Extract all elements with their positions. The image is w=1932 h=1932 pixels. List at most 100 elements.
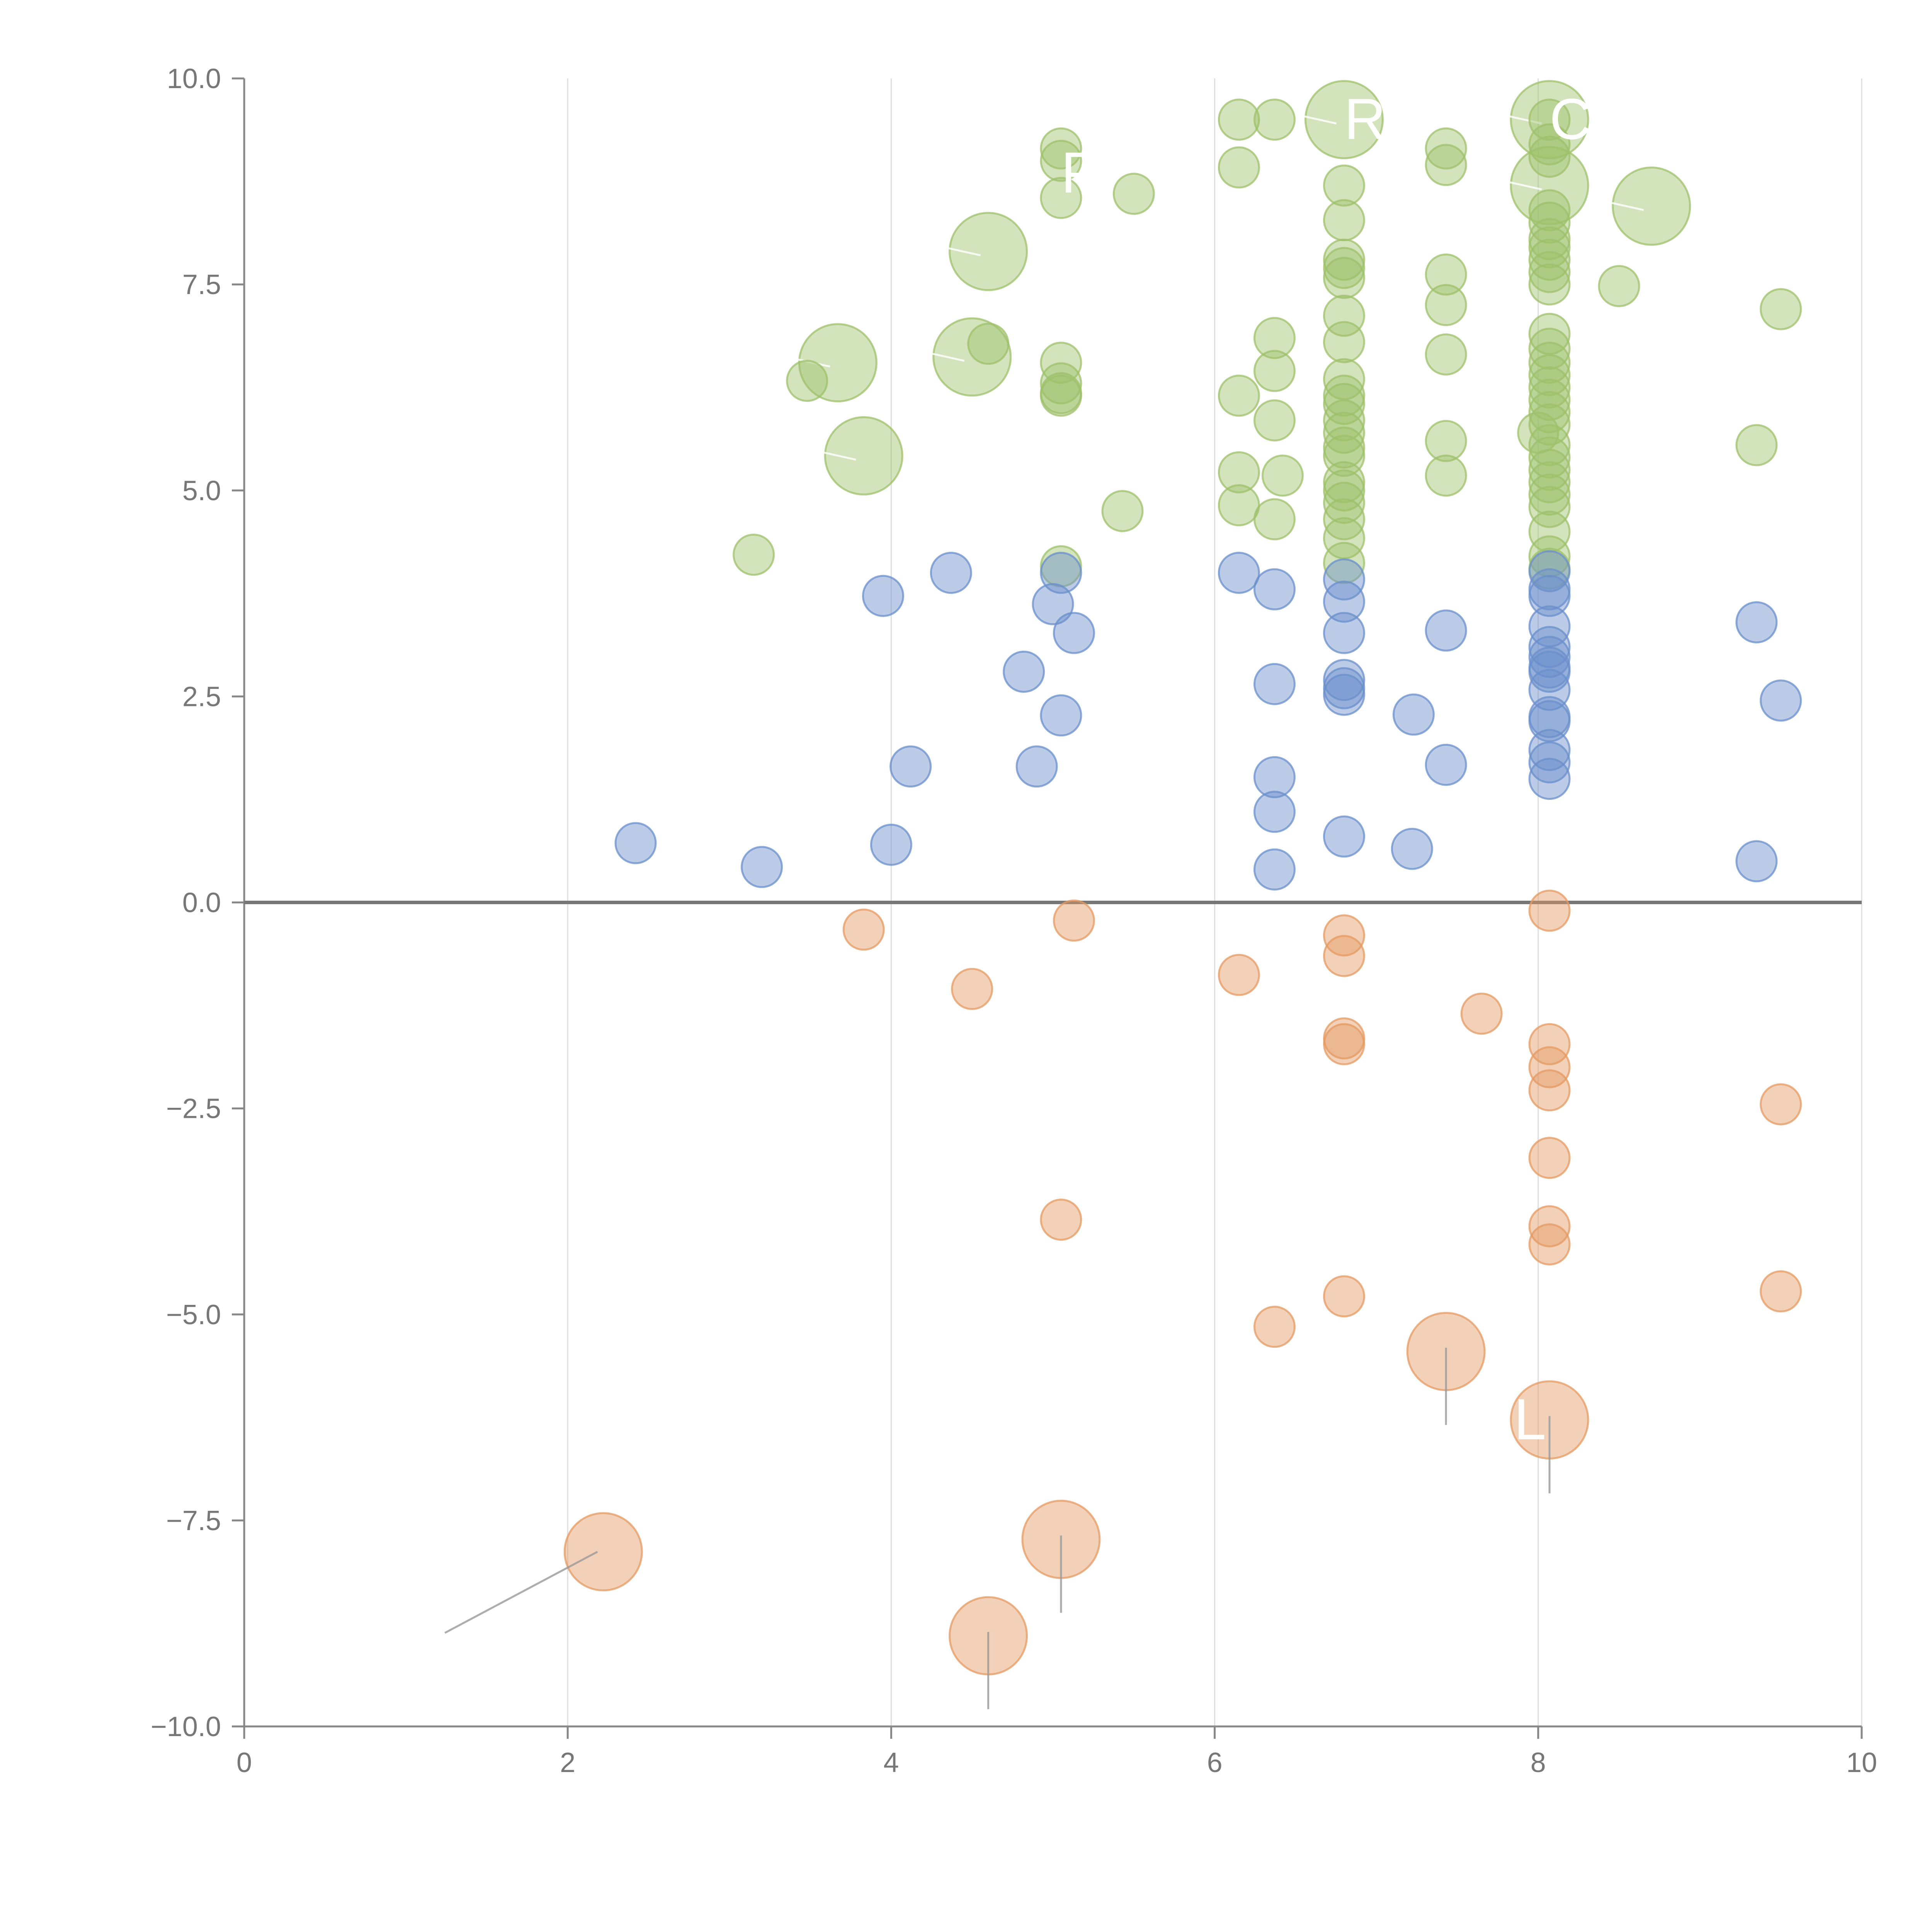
leader-line: [444, 1551, 598, 1634]
data-point-high: [1323, 542, 1365, 584]
x-tick-label: 2: [560, 1747, 575, 1778]
data-point-high: [1040, 127, 1082, 170]
data-point-high: [1528, 366, 1571, 409]
axes: 0 2 4 6 8 10 10.0 7.5 5.0 2.5 0.0 −2.5 −5.0 −7.5 −10.0: [151, 63, 1877, 1778]
leader-line: [1301, 115, 1337, 125]
data-point-high: [1598, 265, 1640, 307]
data-point-mid: [1528, 741, 1571, 784]
data-point-high: [949, 212, 1028, 291]
data-point-low: [1053, 899, 1095, 942]
data-point-mid: [1253, 756, 1296, 798]
data-point-high: [1323, 247, 1365, 289]
data-point-low: [1528, 1223, 1571, 1265]
data-point-high: [1528, 136, 1571, 178]
data-point-mid: [1735, 840, 1778, 883]
data-point-high: [1612, 167, 1691, 246]
x-tick-label: 6: [1207, 1747, 1223, 1778]
data-point-high: [1323, 358, 1365, 400]
point-label: L: [1514, 1387, 1546, 1452]
x-tick-label: 4: [883, 1747, 899, 1778]
data-point-low: [1040, 1199, 1082, 1241]
data-point-high: [1304, 80, 1384, 160]
data-point-high: [1323, 321, 1365, 363]
data-point-high: [1253, 99, 1296, 141]
data-point-high: [1218, 451, 1260, 493]
y-tick-label: −5.0: [166, 1299, 221, 1330]
data-point-high: [1253, 317, 1296, 359]
data-point-mid: [1425, 743, 1467, 786]
leader-line: [946, 247, 981, 257]
data-point-mid: [741, 846, 783, 888]
data-point-mid: [1735, 601, 1778, 643]
data-point-high: [1112, 173, 1155, 215]
data-point-high: [1760, 288, 1802, 330]
data-point-low: [1760, 1270, 1802, 1313]
x-tick-label: 10: [1846, 1747, 1877, 1778]
data-point-mid: [1253, 848, 1296, 891]
point-label: C: [1549, 87, 1591, 151]
data-point-mid: [1053, 612, 1095, 654]
leader-line: [1507, 180, 1542, 190]
data-point-mid: [1323, 558, 1365, 601]
data-point-high: [1528, 436, 1571, 479]
data-point-high: [1323, 199, 1365, 242]
data-point-mid: [1253, 791, 1296, 833]
data-point-high: [1218, 146, 1260, 189]
data-point-high: [1528, 99, 1571, 141]
data-point-mid: [930, 552, 972, 594]
data-point-mid: [1528, 575, 1571, 617]
data-point-mid: [1015, 745, 1058, 788]
data-point-high: [1425, 253, 1467, 296]
data-point-mid: [1391, 828, 1433, 870]
y-tick-label: −7.5: [166, 1505, 221, 1536]
data-point-high: [1101, 490, 1144, 532]
data-point-low: [1323, 1275, 1365, 1318]
data-point-mid: [1528, 636, 1571, 678]
data-point-mid: [1253, 568, 1296, 611]
data-point-high: [1323, 498, 1365, 541]
data-point-high: [1528, 238, 1571, 281]
data-point-mid: [889, 745, 932, 788]
data-point-low: [1528, 1137, 1571, 1179]
data-point-mid: [1003, 650, 1045, 693]
data-point-mid: [1040, 694, 1082, 736]
data-point-high: [1218, 484, 1260, 527]
data-point-high: [1528, 263, 1571, 306]
point-labels: R C P L: [1061, 87, 1592, 1452]
data-point-high: [1323, 517, 1365, 560]
y-tick-label: 0.0: [182, 888, 221, 918]
data-point-high: [1528, 449, 1571, 491]
data-point-high: [1040, 374, 1082, 417]
data-point-high: [1528, 189, 1571, 231]
leader-line: [821, 451, 856, 461]
y-tick-label: 10.0: [167, 63, 221, 94]
data-point-mid: [1218, 552, 1260, 594]
data-point-high: [1261, 454, 1304, 497]
data-point-mid: [1528, 758, 1571, 800]
data-point-mid: [614, 822, 657, 864]
y-tick-label: 5.0: [182, 475, 221, 506]
data-point-low: [1528, 1046, 1571, 1088]
y-tick-label: −2.5: [166, 1094, 221, 1124]
data-point-mid: [1323, 612, 1365, 654]
data-point-mid: [1323, 815, 1365, 858]
data-point-mid: [1528, 550, 1571, 592]
y-tick-label: −10.0: [151, 1711, 221, 1742]
leader-line: [929, 352, 965, 362]
data-point-high: [1528, 473, 1571, 516]
data-point-high: [1040, 177, 1082, 219]
data-point-high: [1425, 420, 1467, 462]
data-point-mid: [1253, 663, 1296, 705]
data-point-low: [1323, 1023, 1365, 1065]
data-point-high: [1040, 362, 1082, 405]
data-point-high: [1323, 257, 1365, 299]
y-tick-label: 7.5: [182, 269, 221, 300]
leader-line: [795, 358, 830, 368]
data-point-high: [1528, 251, 1571, 293]
data-point-high: [733, 534, 775, 576]
data-point-high: [1253, 399, 1296, 442]
data-point-low: [563, 1512, 643, 1592]
data-point-high: [1425, 454, 1467, 497]
y-tick-label: 2.5: [182, 681, 221, 712]
